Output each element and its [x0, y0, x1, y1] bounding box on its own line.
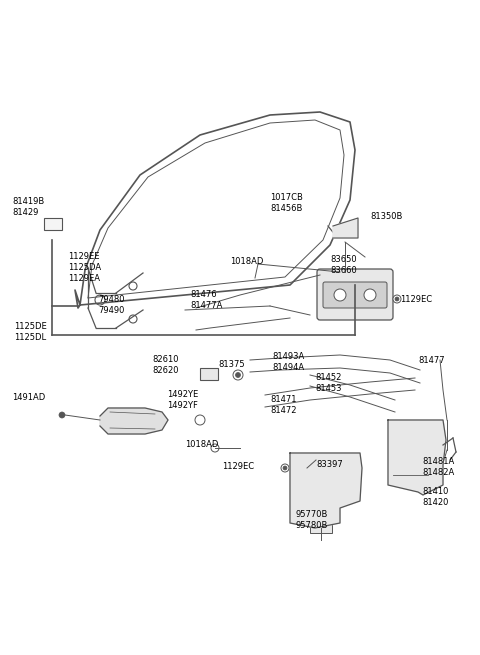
FancyBboxPatch shape: [393, 430, 423, 450]
Text: 81476
81477A: 81476 81477A: [190, 290, 222, 310]
FancyBboxPatch shape: [310, 523, 332, 533]
Text: 1018AD: 1018AD: [185, 440, 218, 449]
Text: 1018AD: 1018AD: [230, 257, 264, 266]
Text: 1491AD: 1491AD: [12, 393, 45, 402]
Text: 82610
82620: 82610 82620: [152, 355, 179, 375]
Text: 1129EC: 1129EC: [400, 295, 432, 304]
Text: 1017CB
81456B: 1017CB 81456B: [270, 193, 303, 213]
Text: 79480
79490: 79480 79490: [98, 295, 124, 315]
Circle shape: [195, 415, 205, 425]
Polygon shape: [388, 420, 446, 495]
Text: 83650
83660: 83650 83660: [330, 255, 357, 275]
Text: 1125DE
1125DL: 1125DE 1125DL: [14, 322, 47, 342]
FancyBboxPatch shape: [323, 282, 387, 308]
Circle shape: [281, 464, 289, 472]
Text: 81410
81420: 81410 81420: [422, 487, 448, 507]
Circle shape: [129, 282, 137, 290]
Text: 1492YE
1492YF: 1492YE 1492YF: [167, 390, 198, 410]
Circle shape: [129, 315, 137, 323]
Text: 81481A
81482A: 81481A 81482A: [422, 457, 454, 477]
Text: 81493A
81494A: 81493A 81494A: [272, 352, 304, 372]
Polygon shape: [290, 453, 362, 528]
Polygon shape: [100, 408, 168, 434]
Text: 81471
81472: 81471 81472: [270, 395, 297, 415]
Text: 1129EE
1125DA
1129EA: 1129EE 1125DA 1129EA: [68, 252, 101, 283]
Text: 1129EC: 1129EC: [222, 462, 254, 471]
Circle shape: [95, 295, 105, 305]
FancyBboxPatch shape: [295, 461, 323, 491]
Text: 95770B
95780B: 95770B 95780B: [296, 510, 328, 530]
Circle shape: [341, 223, 351, 233]
Polygon shape: [333, 218, 358, 238]
Circle shape: [334, 289, 346, 301]
Circle shape: [236, 373, 240, 377]
FancyBboxPatch shape: [330, 461, 355, 491]
FancyBboxPatch shape: [393, 458, 418, 476]
Circle shape: [283, 466, 287, 470]
Text: 81375: 81375: [218, 360, 245, 369]
Text: 83397: 83397: [316, 460, 343, 469]
FancyBboxPatch shape: [317, 269, 393, 320]
Circle shape: [364, 289, 376, 301]
Circle shape: [211, 444, 219, 452]
FancyBboxPatch shape: [200, 368, 218, 380]
Text: 81350B: 81350B: [370, 212, 402, 221]
Circle shape: [393, 295, 401, 303]
Text: 81452
81453: 81452 81453: [315, 373, 341, 393]
Text: 81477: 81477: [418, 356, 444, 365]
Circle shape: [395, 297, 399, 301]
Text: 81419B
81429: 81419B 81429: [12, 197, 44, 217]
Circle shape: [59, 412, 65, 418]
Circle shape: [233, 370, 243, 380]
FancyBboxPatch shape: [44, 218, 62, 230]
